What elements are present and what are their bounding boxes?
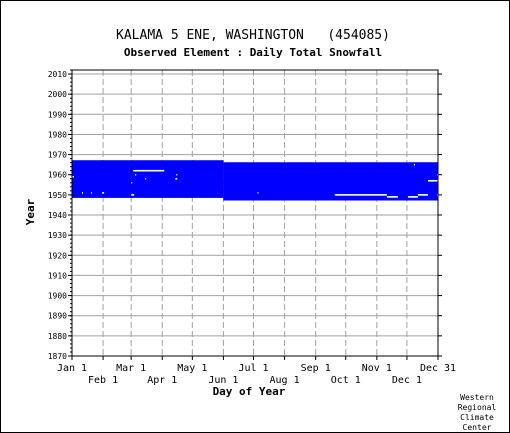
- credit-line-1: Western: [460, 393, 494, 402]
- missing-data-mark: [72, 175, 75, 178]
- x-tick-label: Jan 1: [57, 363, 87, 374]
- y-tick-label: 1970: [48, 151, 67, 160]
- x-tick-label: May 1: [177, 363, 207, 374]
- x-tick-label: Aug 1: [270, 375, 300, 386]
- y-tick-label: 2010: [48, 70, 67, 79]
- x-tick-label: Nov 1: [362, 363, 392, 374]
- data-layer: [72, 160, 438, 201]
- data-coverage-block: [223, 162, 438, 201]
- missing-data-mark: [102, 192, 105, 194]
- wrcc-credit: Western Regional Climate Center: [458, 393, 497, 432]
- y-tick-label: 1930: [48, 231, 67, 240]
- missing-data-mark: [131, 181, 133, 184]
- y-tick-label: 1950: [48, 191, 67, 200]
- x-tick-label: Feb 1: [88, 375, 118, 386]
- y-tick-label: 2000: [48, 90, 67, 99]
- y-tick-label: 1900: [48, 292, 67, 301]
- missing-data-mark: [176, 173, 178, 176]
- y-axis-label: Year: [24, 198, 37, 225]
- credit-line-4: Center: [463, 423, 492, 432]
- missing-data-mark: [91, 192, 93, 194]
- chart-title: KALAMA 5 ENE, WASHINGTON (454085): [116, 28, 390, 43]
- missing-data-mark: [82, 192, 84, 194]
- missing-data-layer: [72, 163, 438, 198]
- missing-data-mark: [417, 194, 428, 196]
- chart-subtitle: Observed Element : Daily Total Snowfall: [124, 46, 382, 59]
- x-tick-label: Mar 1: [116, 363, 146, 374]
- y-tick-label: 1990: [48, 110, 67, 119]
- credit-line-2: Regional: [458, 403, 497, 412]
- grid-lines: [72, 70, 438, 356]
- plot-border: [71, 69, 439, 357]
- x-axis-ticks: Jan 1 Mar 1 May 1 Jul 1 Sep 1 Nov 1 Dec 31 Feb …: [57, 356, 456, 386]
- y-axis-ticks: 1870 1880 1890 1900 1910 1920 1930 1940 1950 1960…: [48, 69, 442, 361]
- y-tick-label: 1920: [48, 251, 67, 260]
- missing-data-mark: [175, 177, 178, 180]
- missing-data-mark: [257, 192, 259, 194]
- missing-data-mark: [145, 177, 147, 180]
- missing-data-mark: [135, 173, 137, 176]
- x-tick-label: Apr 1: [147, 375, 177, 386]
- y-tick-label: 1940: [48, 211, 67, 220]
- x-tick-label: Jul 1: [238, 363, 268, 374]
- x-tick-label: Dec 1: [392, 375, 422, 386]
- missing-data-mark: [427, 179, 438, 182]
- missing-data-mark: [436, 194, 438, 196]
- y-tick-label: 1890: [48, 312, 67, 321]
- y-tick-label: 1980: [48, 130, 67, 139]
- x-tick-label: Dec 31: [420, 363, 456, 374]
- missing-data-mark: [436, 173, 438, 176]
- y-tick-label: 1910: [48, 271, 67, 280]
- x-tick-label: Sep 1: [301, 363, 331, 374]
- x-tick-label: Oct 1: [331, 375, 361, 386]
- y-tick-label: 1880: [48, 332, 67, 341]
- missing-data-mark: [334, 194, 387, 196]
- x-axis-label: Day of Year: [213, 385, 286, 398]
- missing-data-mark: [407, 196, 418, 198]
- y-tick-label: 1960: [48, 171, 67, 180]
- plot-area: [72, 70, 438, 356]
- missing-data-mark: [131, 194, 135, 196]
- x-tick-label: Jun 1: [208, 375, 238, 386]
- missing-data-mark: [133, 169, 165, 172]
- missing-data-mark: [386, 196, 398, 198]
- y-tick-label: 1870: [48, 352, 67, 361]
- data-coverage-block: [72, 160, 224, 198]
- missing-data-mark: [413, 163, 415, 166]
- credit-line-3: Climate: [460, 413, 494, 422]
